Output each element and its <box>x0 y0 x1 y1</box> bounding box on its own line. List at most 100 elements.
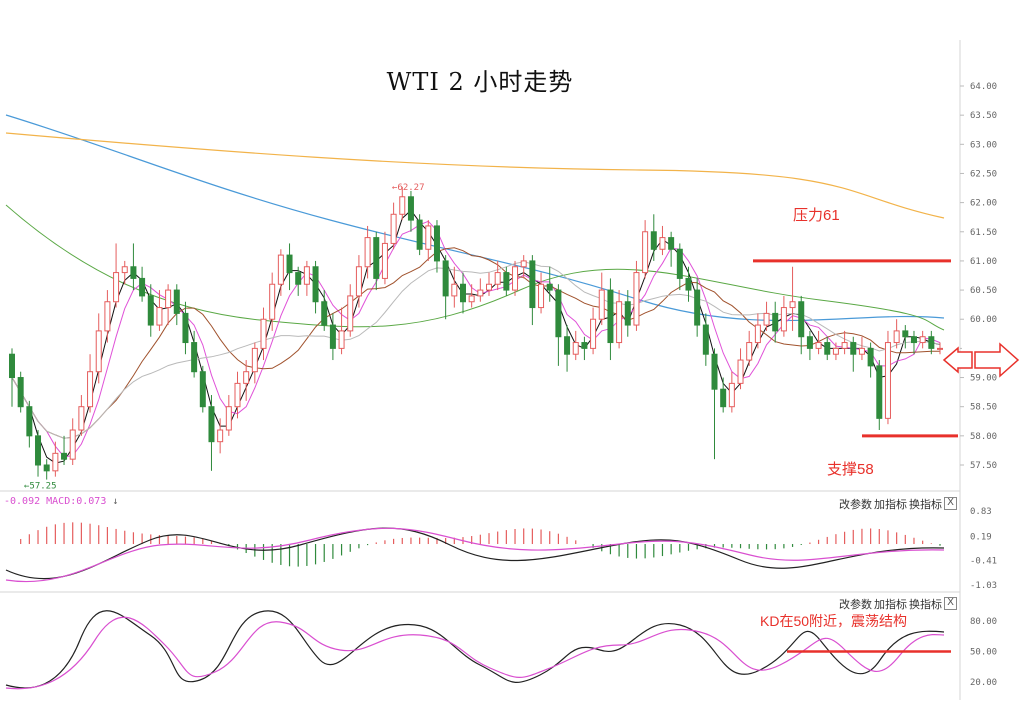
candle-body <box>902 330 909 338</box>
candle-body <box>607 289 614 344</box>
candle-body <box>659 237 666 250</box>
candle-body <box>884 342 891 419</box>
candle-body <box>260 318 267 349</box>
candle-body <box>191 342 198 373</box>
kd-tick-label: 20.00 <box>970 678 997 688</box>
kd-tick-label: 80.00 <box>970 617 997 627</box>
ma-orange-line <box>5 132 945 219</box>
candle-body <box>113 272 120 303</box>
candle-body <box>130 266 137 279</box>
candle-body <box>52 452 59 472</box>
low-price-label: ←57.25 <box>24 482 57 492</box>
macd-header: -0.092 MACD:0.073 ↓ <box>4 496 118 507</box>
support-label: 支撑58 <box>827 461 874 478</box>
candle-body <box>598 289 605 320</box>
candle-body <box>754 324 761 344</box>
price-tick-label: 64.00 <box>970 82 997 92</box>
macd-tick-label: 0.83 <box>970 507 992 517</box>
candle-body <box>486 283 493 291</box>
price-tick-label: 58.00 <box>970 432 997 442</box>
candle-body <box>529 260 536 309</box>
price-tick-label: 57.50 <box>970 461 997 471</box>
candle-body <box>581 342 588 349</box>
candle-body <box>26 406 33 437</box>
price-tick-label: 60.00 <box>970 315 997 325</box>
price-tick-label: 60.50 <box>970 286 997 296</box>
candle-body <box>512 266 519 291</box>
candle-body <box>433 225 440 262</box>
candle-body <box>373 237 380 279</box>
price-tick-label: 59.00 <box>970 374 997 384</box>
candle-body <box>156 307 163 326</box>
candle-body <box>824 342 831 355</box>
arrow-right-icon <box>974 342 1020 378</box>
candle-body <box>208 406 215 443</box>
candle-body <box>702 324 709 355</box>
candle-body <box>780 307 787 332</box>
candle-body <box>728 382 735 408</box>
candle-body <box>928 336 935 349</box>
candle-body <box>668 237 675 250</box>
candle-body <box>217 429 224 443</box>
kd-params-button[interactable]: 改参数 <box>839 598 872 611</box>
candle-body <box>251 347 258 373</box>
candle-body <box>590 318 597 349</box>
candle-body <box>503 272 510 291</box>
candle-body <box>121 266 128 274</box>
candle-body <box>858 347 865 355</box>
candle-body <box>546 283 553 291</box>
candle-body <box>650 231 657 250</box>
kd-tick-label: 50.00 <box>970 648 997 658</box>
kd-switch-indicator-button[interactable]: 换指标 <box>909 598 942 611</box>
candle-body <box>564 336 571 355</box>
macd-dea-line <box>5 527 945 583</box>
candle-body <box>459 283 466 303</box>
candle-body <box>538 283 545 309</box>
kd-d-line <box>5 616 945 690</box>
macd-close-button[interactable]: X <box>944 497 957 510</box>
candle-body <box>95 330 102 373</box>
price-tick-label: 61.00 <box>970 257 997 267</box>
candle-body <box>364 237 371 268</box>
macd-switch-indicator-button[interactable]: 换指标 <box>909 498 942 511</box>
candle-body <box>789 301 796 309</box>
candle-body <box>425 225 432 250</box>
candle-body <box>43 464 50 472</box>
price-tick-label: 62.50 <box>970 169 997 179</box>
candle-body <box>399 196 406 215</box>
candle-body <box>321 301 328 326</box>
macd-dif-line <box>5 527 945 580</box>
candle-body <box>347 295 354 332</box>
candle-body <box>104 301 111 332</box>
candle-body <box>919 336 926 344</box>
candle-body <box>17 377 24 408</box>
chevron-down-icon[interactable]: ↓ <box>112 496 119 507</box>
candle-body <box>876 365 883 419</box>
candle-body <box>338 330 345 349</box>
candle-body <box>61 452 68 460</box>
candle-body <box>841 342 848 349</box>
macd-tick-label: -0.41 <box>970 556 997 566</box>
candle-body <box>225 406 232 431</box>
candle-body <box>234 382 241 408</box>
price-tick-label: 58.50 <box>970 403 997 413</box>
kd-close-button[interactable]: X <box>944 597 957 610</box>
kd-k-line <box>5 610 945 689</box>
candle-body <box>381 242 388 279</box>
macd-params-button[interactable]: 改参数 <box>839 498 872 511</box>
candle-body <box>139 277 146 297</box>
candle-body <box>937 347 943 350</box>
candle-body <box>555 289 562 338</box>
arrow-left-icon <box>942 346 973 374</box>
candle-body <box>763 312 770 326</box>
candle-body <box>390 213 397 244</box>
candle-body <box>694 289 701 326</box>
kd-add-indicator-button[interactable]: 加指标 <box>874 598 907 611</box>
macd-add-indicator-button[interactable]: 加指标 <box>874 498 907 511</box>
candle-body <box>303 266 310 285</box>
candle-body <box>243 371 250 384</box>
price-panel: 64.00 63.50 63.00 62.50 62.00 61.50 61.00 60.50… <box>0 40 1020 700</box>
price-tick-label: 61.50 <box>970 228 997 238</box>
candle-body <box>494 272 501 285</box>
